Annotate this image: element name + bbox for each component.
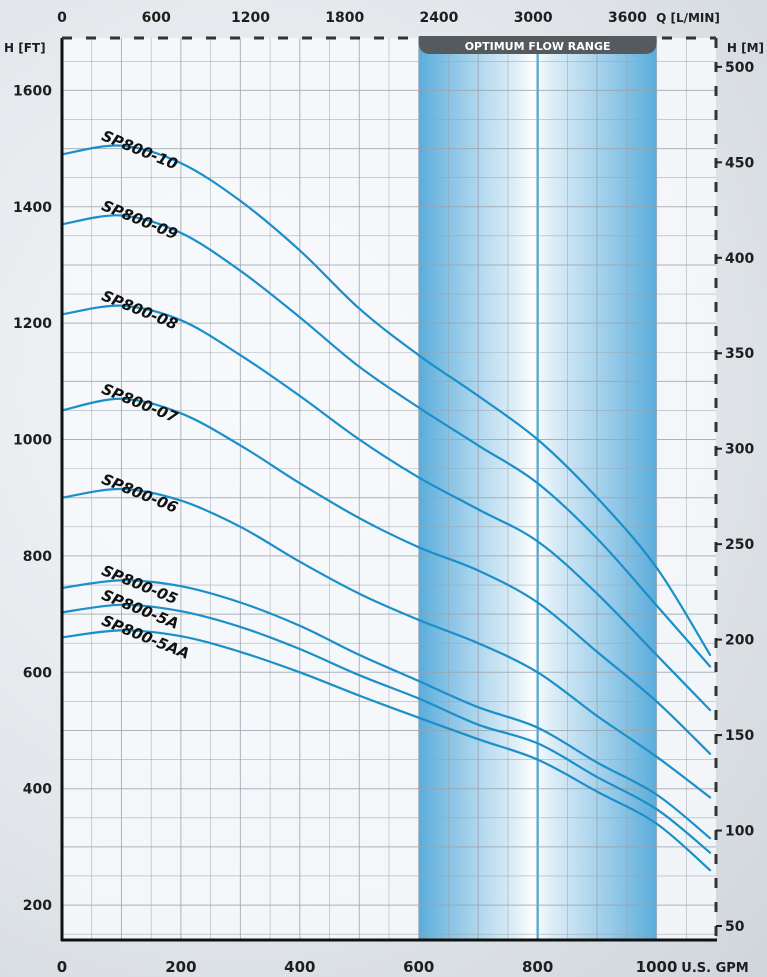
x-tick-label-gpm: 600 [403,958,434,976]
curve-sp800-06 [60,487,712,799]
x-tick-label-lmin: 0 [57,10,67,26]
y-tick-label-m: 150 [725,728,754,744]
x-tick-label-lmin: 3600 [608,10,647,26]
curve-sp800-10 [60,144,712,656]
y-tick-label-m: 100 [725,824,754,840]
y-tick-label-ft: 600 [23,665,52,681]
y-tick-label-ft: 1200 [13,316,52,332]
y-tick-label-ft: 1600 [13,83,52,99]
curve-sp800-07 [60,397,712,755]
x-tick-label-gpm: 200 [165,958,196,976]
curve-sp800-09 [60,214,712,668]
curve-sp800-08 [60,304,712,712]
y-tick-label-ft: 1000 [13,433,52,449]
y-tick-label-m: 300 [725,442,754,458]
x-axis-title-lmin: Q [L/MIN] [656,11,720,25]
x-tick-label-lmin: 2400 [419,10,458,26]
y-axis-title-m: H [M] [727,41,764,55]
y-tick-label-m: 400 [725,251,754,267]
y-tick-label-m: 450 [725,155,754,171]
curve-sp800-05 [60,579,712,840]
y-tick-label-m: 200 [725,633,754,649]
y-tick-label-ft: 800 [23,549,52,565]
y-tick-label-m: 350 [725,346,754,362]
y-tick-label-ft: 400 [23,782,52,798]
x-tick-label-lmin: 600 [142,10,171,26]
x-tick-label-lmin: 1800 [325,10,364,26]
optimum-flow-banner [418,36,657,54]
x-tick-label-gpm: 800 [522,958,553,976]
y-axis-title-ft: H [FT] [4,41,46,55]
x-tick-label-lmin: 1200 [231,10,270,26]
y-tick-label-ft: 1400 [13,200,52,216]
x-tick-label-gpm: 1000 [636,958,678,976]
curve-sp800-5aa [60,629,712,872]
y-tick-label-m: 500 [725,60,754,76]
y-tick-label-m: 250 [725,537,754,553]
x-tick-label-gpm: 400 [284,958,315,976]
x-axis-title-gpm: U.S. GPM [681,961,748,976]
y-tick-label-ft: 200 [23,898,52,914]
x-tick-label-lmin: 3000 [514,10,553,26]
optimum-flow-banner-label: OPTIMUM FLOW RANGE [465,40,611,53]
y-tick-label-m: 50 [725,919,745,935]
x-tick-label-gpm: 0 [57,958,67,976]
curve-sp800-5a [60,603,712,854]
